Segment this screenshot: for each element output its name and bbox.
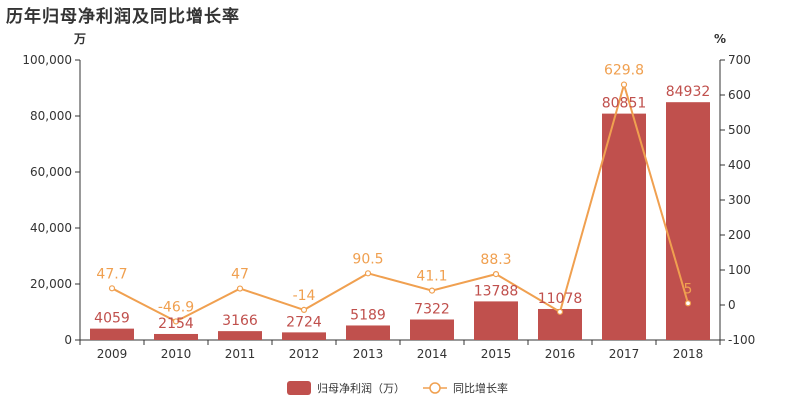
bar <box>282 332 326 340</box>
data-labels: 4059 2154 3166 2724 5189 7322 13788 11078 80851 8… <box>94 63 710 332</box>
line-value-label: -14 <box>293 288 316 304</box>
bar-value-label: 7322 <box>414 301 450 317</box>
bar <box>154 333 198 340</box>
legend-bar-swatch <box>287 381 311 395</box>
chart-title: 历年归母净利润及同比增长率 <box>6 7 240 27</box>
bar-value-label: 84932 <box>666 84 711 100</box>
x-tick-label: 2014 <box>417 347 448 361</box>
y-left-tick-label: 60,000 <box>30 165 72 179</box>
y-right-tick-label: 400 <box>728 158 751 172</box>
legend: 归母净利润（万） 同比增长率 <box>287 381 508 395</box>
x-tick-label: 2012 <box>289 347 320 361</box>
bar-value-label: 3166 <box>222 313 258 329</box>
y-left-tick-label: 0 <box>64 333 72 347</box>
bar-value-label: 4059 <box>94 311 130 327</box>
bar-value-label: 80851 <box>602 96 647 112</box>
line-point <box>492 270 500 278</box>
bar-value-label: 2154 <box>158 316 194 332</box>
y-right-tick-label: 600 <box>728 88 751 102</box>
bar <box>602 113 646 340</box>
bar-value-label: 5189 <box>350 307 386 323</box>
x-tick-label: 2010 <box>161 347 192 361</box>
y-left-tick-label: 100,000 <box>22 53 72 67</box>
line-value-label: 629.8 <box>604 63 644 79</box>
line-value-label: 90.5 <box>352 251 383 267</box>
line-value-label: 88.3 <box>480 252 511 268</box>
legend-bar-label: 归母净利润（万） <box>317 381 405 395</box>
line-value-label: 5 <box>684 281 693 297</box>
y-left-tick-label: 20,000 <box>30 277 72 291</box>
line-point <box>108 285 116 292</box>
x-tick-label: 2013 <box>353 347 384 361</box>
y-left-tick-label: 80,000 <box>30 109 72 123</box>
line-point <box>236 285 244 292</box>
y-right-tick-label: -100 <box>728 333 755 347</box>
bar-series <box>90 102 710 340</box>
legend-line-label: 同比增长率 <box>453 381 508 395</box>
x-tick-label: 2016 <box>545 347 576 361</box>
line-value-label: 47.7 <box>96 266 127 282</box>
line-point <box>556 308 564 315</box>
bar <box>474 301 518 340</box>
line-point <box>172 318 180 325</box>
axes: 0 20,000 40,000 60,000 80,000 100,000 -100 0 100… <box>22 32 755 361</box>
y-right-tick-label: 100 <box>728 263 751 277</box>
y-right-tick-label: 200 <box>728 228 751 242</box>
line-point <box>428 287 436 294</box>
line-point <box>300 306 308 313</box>
bar <box>218 331 262 340</box>
growth-line <box>111 80 689 323</box>
y-right-tick-label: 700 <box>728 53 751 67</box>
x-tick-label: 2009 <box>97 347 128 361</box>
line-point <box>364 270 372 277</box>
x-tick-label: 2017 <box>609 347 640 361</box>
line-series <box>108 80 692 325</box>
y-right-unit: % <box>714 32 726 46</box>
bar <box>346 325 390 340</box>
bar <box>410 319 454 340</box>
x-tick-label: 2018 <box>673 347 704 361</box>
line-value-label: -46.9 <box>158 299 194 315</box>
line-point <box>684 300 692 307</box>
line-value-label: 47 <box>231 267 249 283</box>
x-tick-label: 2015 <box>481 347 512 361</box>
line-point <box>620 81 628 88</box>
line-value-label: 41.1 <box>416 269 447 285</box>
y-left-unit: 万 <box>73 32 86 46</box>
bar <box>90 328 134 340</box>
bar-value-label: 13788 <box>474 283 519 299</box>
bar-value-label: 2724 <box>286 314 322 330</box>
y-right-tick-label: 300 <box>728 193 751 207</box>
x-tick-label: 2011 <box>225 347 256 361</box>
y-right-tick-label: 500 <box>728 123 751 137</box>
legend-line-marker <box>429 382 441 394</box>
y-right-tick-label: 0 <box>728 298 736 312</box>
y-left-tick-label: 40,000 <box>30 221 72 235</box>
bar-value-label: 11078 <box>538 291 583 307</box>
